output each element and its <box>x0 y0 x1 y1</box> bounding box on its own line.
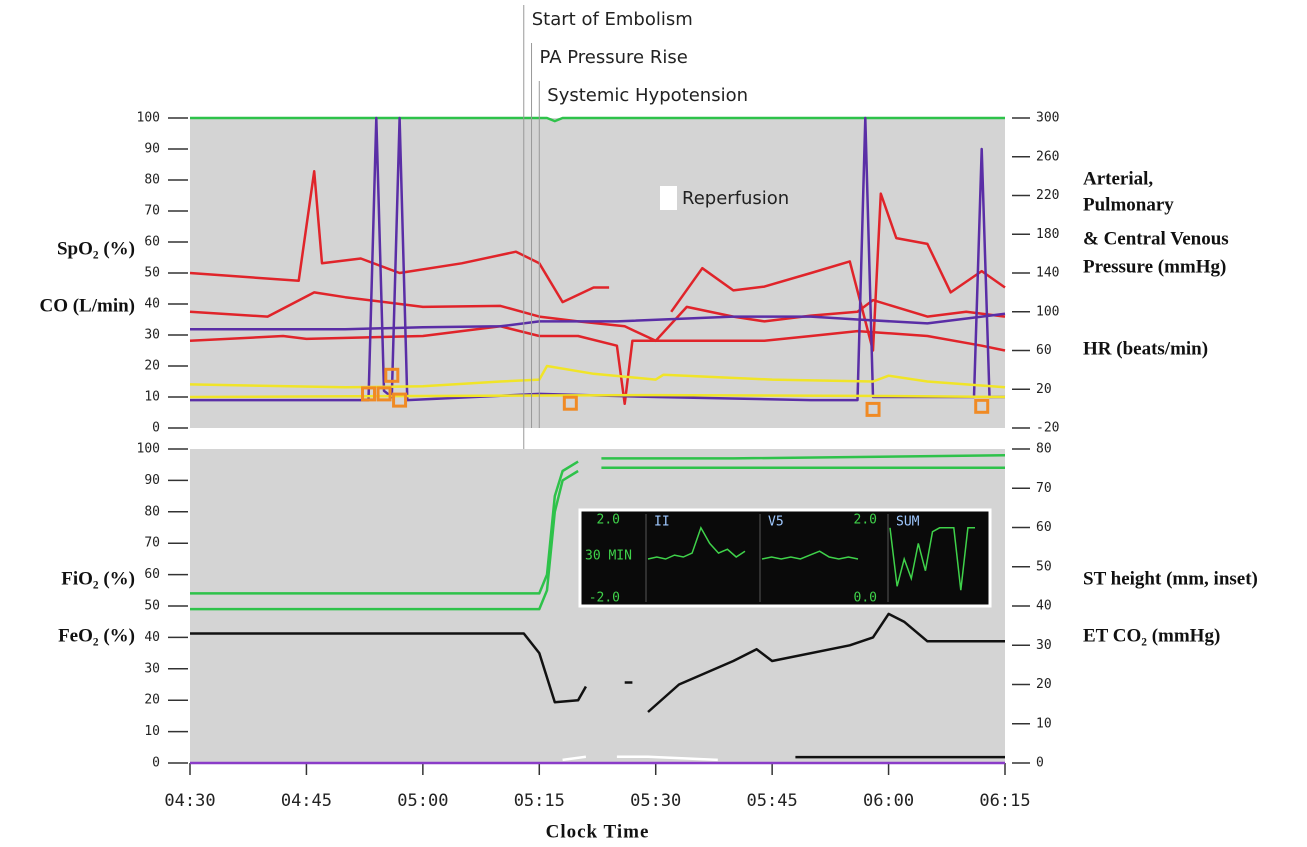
inset-lead-label: V5 <box>768 515 784 530</box>
y-tick-label: 50 <box>144 266 160 281</box>
y-tick-label: 30 <box>144 661 160 676</box>
y-tick-label: 30 <box>144 328 160 343</box>
x-tick-label: 06:00 <box>863 791 914 811</box>
y-tick-label: 90 <box>144 473 160 488</box>
legend-swatch <box>660 186 677 210</box>
series-line <box>190 612 1005 713</box>
y2-tick-label: 40 <box>1036 599 1052 614</box>
x-axis-label: Clock Time <box>546 821 650 842</box>
y-tick-label: 100 <box>137 111 160 126</box>
inset-lead-label: II <box>654 515 670 530</box>
series-line <box>189 170 1006 352</box>
inset-trace <box>647 525 746 560</box>
x-tick-label: 05:45 <box>747 791 798 811</box>
inset-tick-label: 2.0 <box>854 513 877 528</box>
y2-axis-label: ET CO₂ (mmHg) <box>1083 625 1220 646</box>
series-line <box>189 393 1006 399</box>
x-tick-label: 05:15 <box>514 791 565 811</box>
marker <box>562 395 578 411</box>
y-tick-label: 50 <box>144 599 160 614</box>
marker <box>974 398 990 414</box>
marker <box>392 392 408 408</box>
x-tick-label: 05:00 <box>397 791 448 811</box>
series-line <box>190 116 1005 123</box>
x-tick-label: 04:30 <box>164 791 215 811</box>
series-line <box>189 325 1006 406</box>
inset-trace <box>761 550 859 560</box>
series-line <box>190 454 1006 595</box>
annotation: PA Pressure Rise <box>540 47 688 68</box>
y2-axis-label: Pressure (mmHg) <box>1083 256 1226 277</box>
y-tick-label: 40 <box>144 630 160 645</box>
y2-tick-label: 140 <box>1036 266 1059 281</box>
y2-axis-label: Arterial, <box>1083 168 1153 189</box>
y-tick-label: 80 <box>144 173 160 188</box>
y-axis-label: FiO₂ (%) <box>61 568 135 589</box>
legend-label: Reperfusion <box>682 188 789 209</box>
y-tick-label: 100 <box>137 442 160 457</box>
y2-tick-label: 30 <box>1036 638 1052 653</box>
plot-area <box>190 118 1005 428</box>
series-line <box>190 312 1006 331</box>
series-line <box>190 116 1005 402</box>
inset-span: 30 MIN <box>585 549 632 564</box>
y-tick-label: 10 <box>144 390 160 405</box>
annotation: Systemic Hypotension <box>547 85 748 106</box>
y2-tick-label: 60 <box>1036 343 1052 358</box>
y-tick-label: 10 <box>144 724 160 739</box>
y2-tick-label: 260 <box>1036 149 1059 164</box>
y2-tick-label: 180 <box>1036 227 1059 242</box>
inset-tick-label: 0.0 <box>854 591 877 606</box>
x-tick-label: 06:15 <box>979 791 1030 811</box>
inset-tick-label: -2.0 <box>589 591 620 606</box>
series-line <box>189 364 1006 389</box>
y-tick-label: 20 <box>144 693 160 708</box>
y2-tick-label: 20 <box>1036 677 1052 692</box>
y-tick-label: 0 <box>152 756 160 771</box>
y2-tick-label: 0 <box>1036 756 1044 771</box>
y2-tick-label: 60 <box>1036 520 1052 535</box>
marker <box>384 367 400 383</box>
y2-tick-label: 50 <box>1036 559 1052 574</box>
x-tick-label: 04:45 <box>281 791 332 811</box>
y2-axis-label: Pulmonary <box>1083 194 1174 215</box>
y-tick-label: 60 <box>144 235 160 250</box>
inset-tick-label: 2.0 <box>597 513 620 528</box>
y2-axis-label: ST height (mm, inset) <box>1083 568 1258 589</box>
y-tick-label: 80 <box>144 504 160 519</box>
y-axis-label: SpO₂ (%) <box>57 238 135 259</box>
y2-tick-label: 80 <box>1036 442 1052 457</box>
y-axis-label: FeO₂ (%) <box>58 625 135 646</box>
series-line <box>562 755 718 762</box>
y2-tick-label: 300 <box>1036 111 1059 126</box>
y-tick-label: 70 <box>144 204 160 219</box>
y-tick-label: 60 <box>144 567 160 582</box>
inset-trace <box>889 527 975 591</box>
y-axis-label: CO (L/min) <box>39 295 135 316</box>
y2-tick-label: 10 <box>1036 716 1052 731</box>
y2-axis-label: HR (beats/min) <box>1083 338 1208 359</box>
y2-tick-label: -20 <box>1036 421 1059 436</box>
y-tick-label: 40 <box>144 297 160 312</box>
marker <box>376 386 392 402</box>
marker <box>865 401 881 417</box>
y2-tick-label: 20 <box>1036 382 1052 397</box>
marker <box>361 386 377 402</box>
y-tick-label: 70 <box>144 536 160 551</box>
inset-lead-label: SUM <box>896 515 920 530</box>
y-tick-label: 0 <box>152 421 160 436</box>
y2-tick-label: 70 <box>1036 481 1052 496</box>
y2-axis-label: & Central Venous <box>1083 228 1229 249</box>
y2-tick-label: 100 <box>1036 304 1059 319</box>
y-tick-label: 20 <box>144 359 160 374</box>
annotation: Start of Embolism <box>532 9 693 30</box>
x-tick-label: 05:30 <box>630 791 681 811</box>
y-tick-label: 90 <box>144 142 160 157</box>
y2-tick-label: 220 <box>1036 188 1059 203</box>
series-line <box>190 466 1005 611</box>
